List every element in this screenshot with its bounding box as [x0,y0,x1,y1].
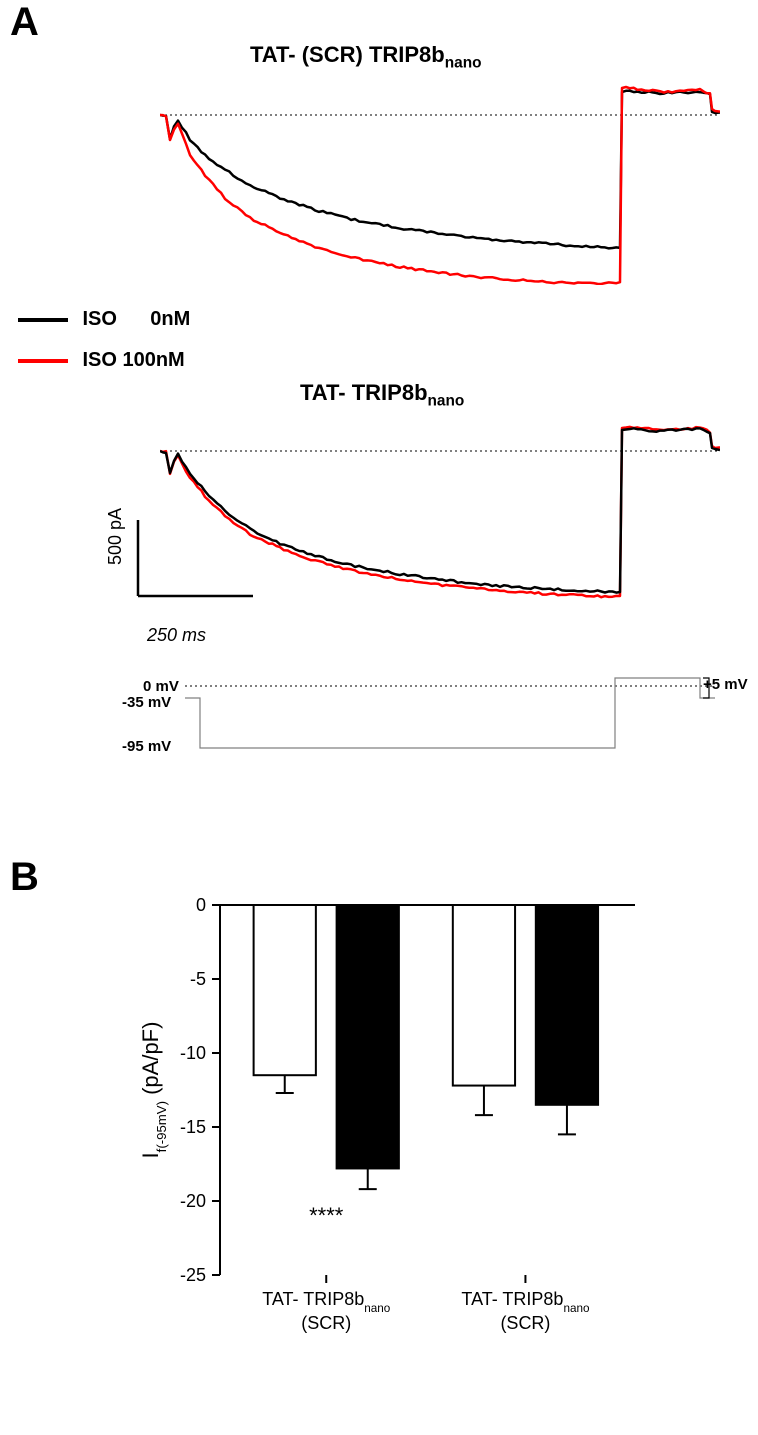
trace-title-scr-sub: nano [445,54,482,71]
figure-page: A TAT- (SCR) TRIP8bnano ISO 0nM ISO 100n… [0,0,758,1435]
legend-text-0: ISO 0nM [82,308,190,330]
svg-text:0: 0 [196,895,206,915]
trace-title-trip: TAT- TRIP8bnano [300,380,464,410]
protocol-hold-label: -35 mV [122,694,171,711]
protocol-zero-label: 0 mV [143,678,179,695]
scalebar-x-label: 250 ms [147,625,206,646]
svg-text:(SCR): (SCR) [500,1313,550,1333]
legend-item-1: ISO 100nM [18,349,190,372]
protocol-svg [145,668,740,763]
svg-text:If(-95mV) (pA/pF): If(-95mV) (pA/pF) [138,1022,169,1159]
traces-top-svg [160,80,720,285]
svg-text:-25: -25 [180,1265,206,1285]
bar-chart-svg: 0 -5 -10 -15 -20 -25 If(-95mV) (pA/pF) **** TAT-… [135,895,655,1415]
panel-a-label: A [10,0,39,45]
legend-swatch-0 [18,318,68,322]
protocol-step-label: -95 mV [122,738,171,755]
legend: ISO 0nM ISO 100nM [18,308,190,372]
legend-item-0: ISO 0nM [18,308,190,331]
trace-title-scr-prefix: TAT- (SCR) TRIP8b [250,42,445,67]
panel-b-label: B [10,855,39,900]
svg-text:(SCR): (SCR) [301,1313,351,1333]
trace-title-trip-sub: nano [428,392,465,409]
scalebar-y-label: 500 pA [105,508,126,565]
trace-title-trip-prefix: TAT- TRIP8b [300,380,428,405]
svg-text:TAT- TRIP8bnano: TAT- TRIP8bnano [461,1289,590,1315]
protocol-tail-label: +5 mV [703,676,748,693]
trace-title-scr: TAT- (SCR) TRIP8bnano [250,42,482,72]
svg-text:-10: -10 [180,1043,206,1063]
svg-text:-5: -5 [190,969,206,989]
svg-text:-15: -15 [180,1117,206,1137]
svg-text:-20: -20 [180,1191,206,1211]
svg-text:****: **** [309,1203,344,1228]
scalebars-svg [125,500,305,640]
svg-text:TAT- TRIP8bnano: TAT- TRIP8bnano [262,1289,391,1315]
legend-text-1: ISO 100nM [82,349,184,371]
legend-swatch-1 [18,359,68,363]
